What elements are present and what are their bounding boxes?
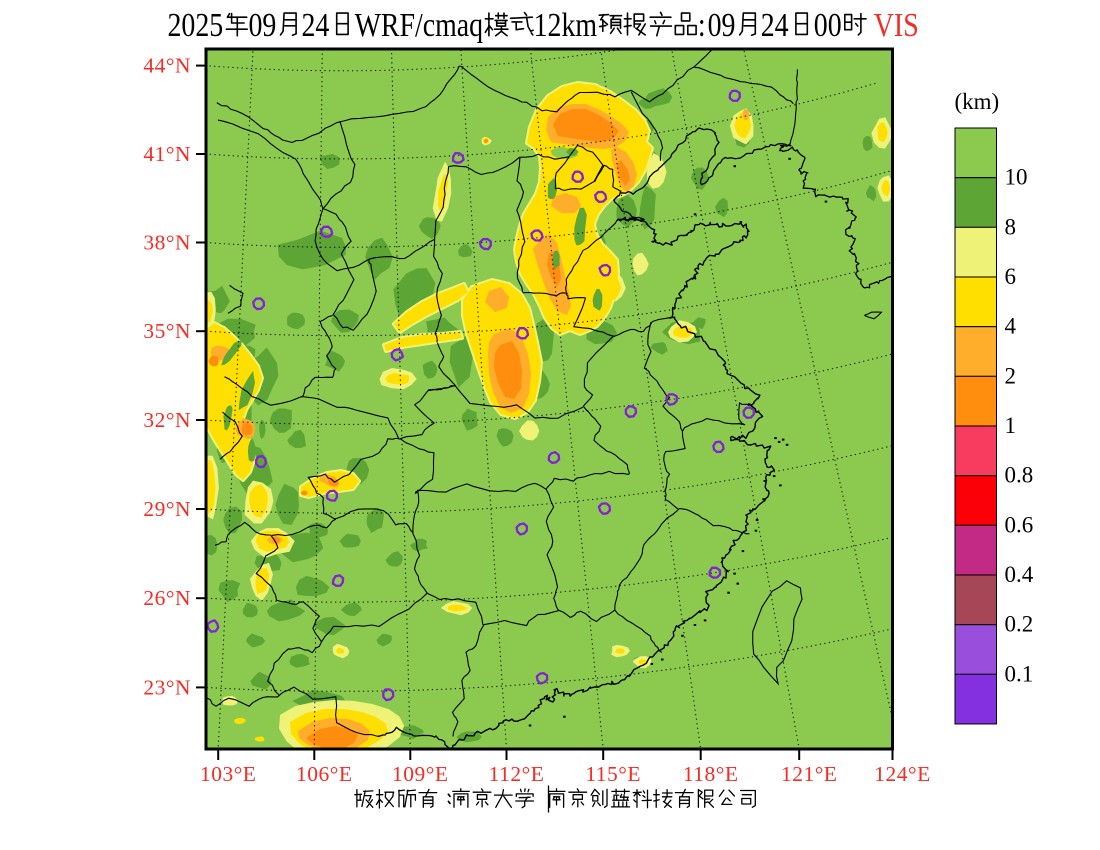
- svg-text:38°N: 38°N: [143, 231, 191, 255]
- svg-text:1: 1: [1005, 413, 1017, 438]
- svg-text:115°E: 115°E: [585, 762, 641, 786]
- svg-text:0.1: 0.1: [1005, 661, 1034, 686]
- svg-text:(km): (km): [954, 89, 999, 114]
- svg-text:2: 2: [1005, 363, 1017, 388]
- svg-text:09: 09: [708, 5, 736, 43]
- svg-text:109°E: 109°E: [392, 762, 448, 786]
- svg-text:24: 24: [302, 5, 330, 43]
- svg-text:VIS: VIS: [874, 5, 919, 43]
- svg-text:12km: 12km: [534, 5, 597, 43]
- svg-text:00: 00: [814, 5, 842, 43]
- svg-text::: :: [698, 5, 706, 43]
- svg-text:44°N: 44°N: [143, 54, 191, 78]
- svg-text:2025: 2025: [168, 5, 224, 43]
- svg-text:32°N: 32°N: [143, 408, 191, 432]
- svg-text:41°N: 41°N: [143, 142, 191, 166]
- svg-text:118°E: 118°E: [683, 762, 739, 786]
- svg-text:124°E: 124°E: [874, 762, 930, 786]
- svg-text:26°N: 26°N: [143, 586, 191, 610]
- svg-text:0.6: 0.6: [1005, 512, 1034, 537]
- svg-text:6: 6: [1005, 264, 1017, 289]
- svg-text:121°E: 121°E: [781, 762, 837, 786]
- svg-text:112°E: 112°E: [489, 762, 545, 786]
- svg-text:23°N: 23°N: [143, 675, 191, 699]
- svg-text:35°N: 35°N: [143, 319, 191, 343]
- svg-text:WRF/cmaq: WRF/cmaq: [355, 5, 483, 43]
- svg-text:106°E: 106°E: [296, 762, 352, 786]
- svg-text:0.4: 0.4: [1005, 562, 1034, 587]
- svg-text:24: 24: [761, 5, 789, 43]
- svg-text:10: 10: [1005, 165, 1028, 190]
- svg-text:09: 09: [249, 5, 277, 43]
- svg-text:29°N: 29°N: [143, 497, 191, 521]
- svg-text:103°E: 103°E: [200, 762, 256, 786]
- svg-text:0.2: 0.2: [1005, 612, 1034, 637]
- svg-text:4: 4: [1005, 314, 1017, 339]
- svg-text:0.8: 0.8: [1005, 463, 1034, 488]
- svg-text:8: 8: [1005, 214, 1017, 239]
